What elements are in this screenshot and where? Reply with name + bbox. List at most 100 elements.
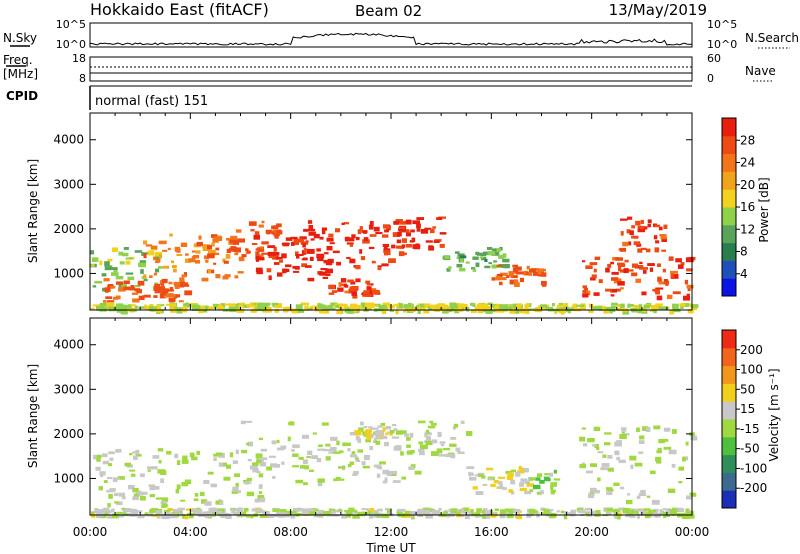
nsky-tick-low: 10^0: [56, 38, 86, 51]
velocity-cell: [636, 513, 640, 519]
power-cell: [525, 303, 530, 307]
velocity-cell: [196, 450, 200, 455]
power-cell: [267, 251, 276, 256]
velocity-cell: [614, 513, 618, 519]
velocity-cell: [591, 511, 597, 514]
power-cell: [584, 288, 588, 292]
power-cell: [626, 229, 631, 234]
velocity-cell: [419, 451, 425, 456]
power-cell: [512, 267, 518, 273]
power-cell: [593, 268, 597, 273]
power-cell: [482, 251, 489, 255]
power-cell: [631, 225, 635, 229]
velocity-cell: [266, 466, 273, 471]
velocity-cell: [339, 478, 345, 481]
velocity-cell: [322, 448, 331, 452]
velocity-cell: [663, 508, 667, 511]
velocity-cell: [484, 509, 492, 514]
velocity-cell: [129, 508, 137, 512]
velocity-cell: [424, 509, 431, 515]
power-cell: [382, 302, 391, 307]
power-panel: Slant Range [km] 1000 2000 3000 4000: [26, 112, 699, 315]
power-cell: [174, 285, 180, 289]
power-cell: [336, 309, 343, 315]
velocity-cell: [402, 514, 411, 518]
power-cell: [436, 217, 443, 220]
power-cell: [273, 252, 280, 256]
power-cell: [115, 275, 124, 280]
power-cell: [457, 253, 465, 257]
power-cell: [349, 258, 356, 264]
velocity-cell: [175, 488, 179, 494]
power-cell: [162, 249, 168, 252]
power-cell: [661, 249, 666, 252]
power-cell: [138, 262, 146, 268]
power-cell: [382, 307, 389, 311]
velocity-cell: [393, 428, 398, 432]
power-cell: [479, 256, 484, 259]
power-cell: [620, 269, 626, 273]
velocity-cell: [518, 467, 524, 473]
velocity-cell: [287, 436, 291, 442]
velocity-cell: [368, 514, 374, 519]
velocity-cell: [366, 508, 371, 511]
velocity-cell: [258, 491, 263, 495]
velocity-cell: [401, 476, 407, 480]
power-cell: [267, 245, 276, 248]
velocity-cell: [644, 508, 651, 511]
velocity-cell: [614, 508, 619, 513]
power-cell: [184, 290, 193, 296]
velocity-cell: [259, 513, 268, 518]
velocity-cell: [203, 511, 211, 516]
velocity-bar-segment: [722, 383, 736, 402]
velocity-cell: [292, 453, 299, 457]
velocity-cell: [656, 450, 662, 454]
power-cell: [654, 247, 660, 253]
velocity-cell: [627, 511, 634, 516]
power-cell: [534, 272, 542, 275]
power-cell: [449, 302, 455, 307]
power-cell: [424, 227, 432, 230]
velocity-cell: [460, 508, 465, 511]
velocity-cell: [678, 481, 683, 484]
power-cell: [658, 281, 665, 285]
xtick-label: 04:00: [173, 525, 208, 539]
power-cell: [125, 260, 131, 265]
velocity-cell: [589, 487, 597, 493]
power-cell: [111, 267, 118, 270]
power-cell: [582, 285, 588, 289]
velocity-cell: [382, 480, 388, 484]
velocity-cell: [387, 512, 391, 516]
power-cell: [487, 307, 492, 311]
velocity-cell: [148, 484, 155, 487]
velocity-cell: [158, 460, 162, 464]
power-cell: [255, 248, 261, 251]
velocity-cell: [619, 434, 627, 439]
power-cell: [620, 231, 624, 236]
power-cell: [325, 305, 331, 311]
velocity-cell: [347, 464, 352, 468]
power-cell: [228, 305, 234, 310]
power-cell: [491, 264, 497, 269]
velocity-cell: [665, 509, 672, 513]
power-cell: [366, 286, 372, 291]
power-cell: [680, 262, 685, 266]
power-cell: [515, 271, 524, 275]
power-cell: [341, 222, 345, 225]
velocity-cell: [563, 514, 568, 520]
power-cell: [589, 262, 598, 266]
power-cell: [246, 250, 251, 254]
velocity-cell: [149, 512, 154, 516]
velocity-cell: [636, 495, 641, 499]
velocity-cell: [317, 478, 325, 483]
velocity-cell: [638, 451, 644, 454]
velocity-cell: [647, 512, 653, 515]
power-cell: [277, 272, 283, 277]
velocity-cell: [258, 484, 263, 489]
power-cell: [299, 236, 307, 240]
velocity-cell: [107, 514, 113, 519]
power-cell: [439, 243, 445, 248]
velocity-cell: [639, 435, 645, 440]
velocity-cell: [451, 508, 457, 514]
